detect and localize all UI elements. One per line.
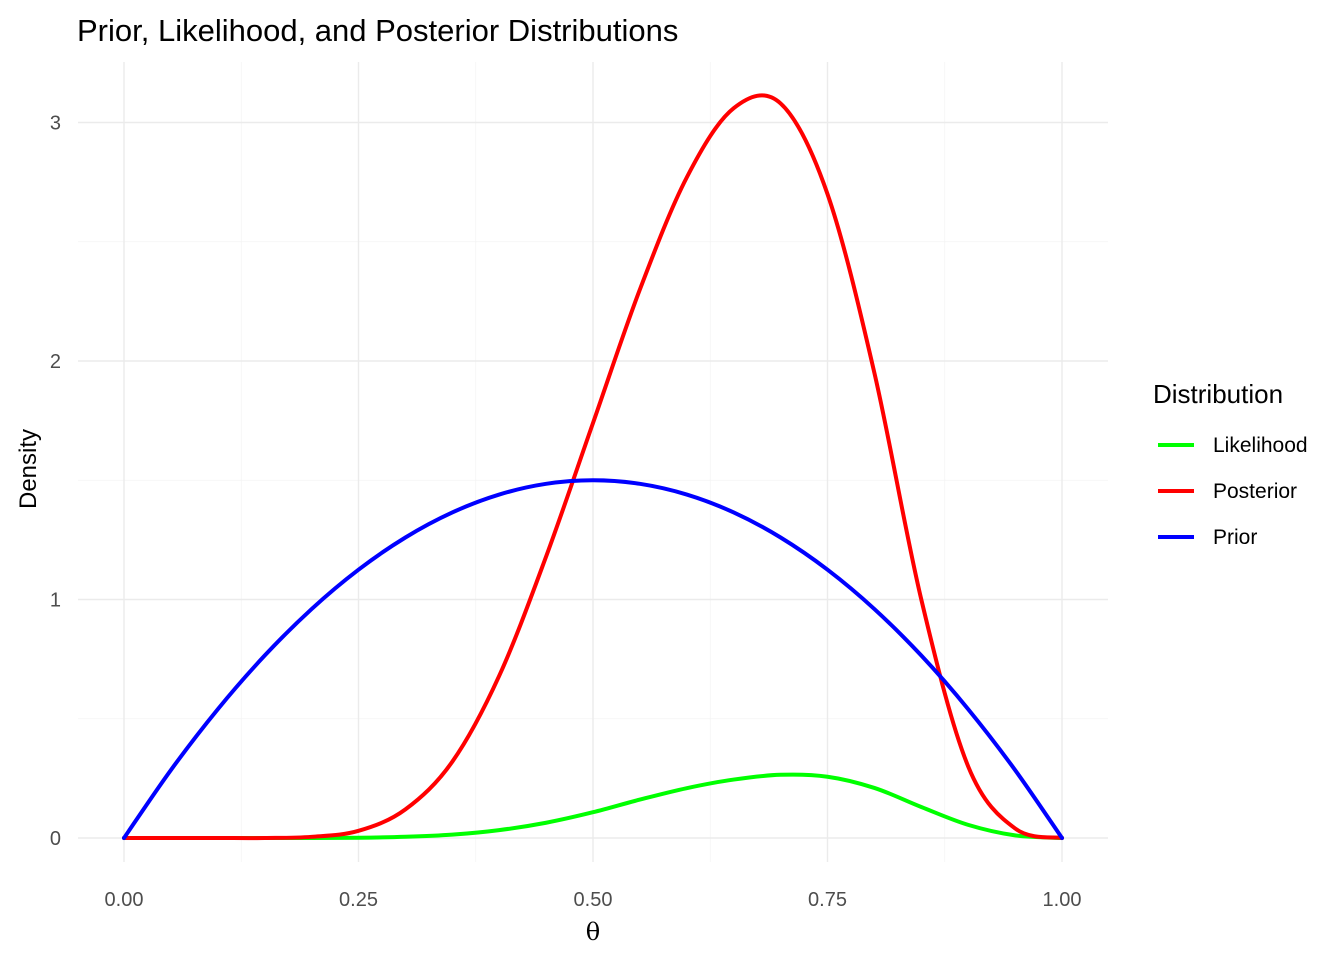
legend-label-likelihood: Likelihood — [1213, 434, 1308, 457]
y-tick-label: 2 — [50, 351, 61, 373]
y-tick-label: 3 — [50, 113, 61, 135]
grid — [78, 62, 1108, 862]
y-tick-label: 1 — [50, 590, 61, 612]
series-line-posterior — [122, 93, 1064, 841]
x-axis-title: θ — [586, 918, 600, 946]
legend: Likelihood Posterior Prior — [1158, 434, 1308, 549]
legend-label-prior: Prior — [1213, 526, 1257, 549]
x-tick-label: 0.50 — [574, 889, 613, 911]
x-tick-label: 0.00 — [105, 889, 144, 911]
y-tick-label: 0 — [50, 828, 61, 850]
chart-title: Prior, Likelihood, and Posterior Distrib… — [77, 13, 678, 48]
x-tick-label: 0.75 — [808, 889, 847, 911]
series-lines — [122, 93, 1064, 841]
x-axis-ticks: 0.00 0.25 0.50 0.75 1.00 — [105, 889, 1082, 911]
y-axis-ticks: 0 1 2 3 — [50, 113, 61, 851]
y-axis-title: Density — [15, 429, 42, 509]
legend-title: Distribution — [1153, 379, 1283, 409]
legend-label-posterior: Posterior — [1213, 480, 1297, 503]
series-line-prior — [122, 478, 1064, 840]
x-tick-label: 1.00 — [1043, 889, 1082, 911]
x-tick-label: 0.25 — [339, 889, 378, 911]
